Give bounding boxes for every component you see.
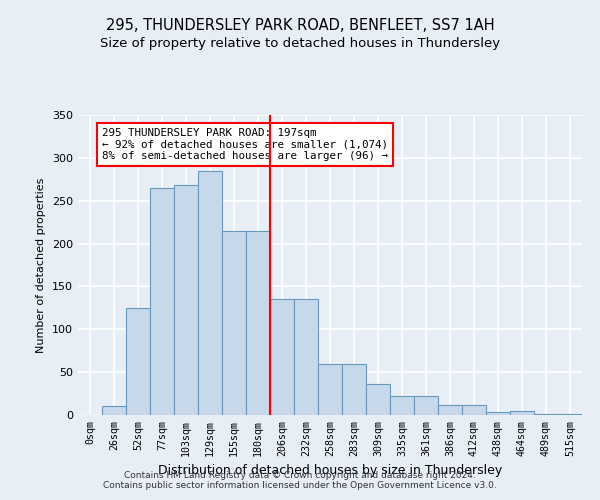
Bar <box>294 300 318 415</box>
Bar <box>438 404 462 415</box>
Bar <box>102 406 126 415</box>
Bar <box>486 412 510 415</box>
Bar <box>534 414 558 415</box>
Bar <box>198 170 222 415</box>
Bar <box>150 188 174 415</box>
Bar <box>174 186 198 415</box>
X-axis label: Distribution of detached houses by size in Thundersley: Distribution of detached houses by size … <box>158 464 502 477</box>
Text: 295 THUNDERSLEY PARK ROAD: 197sqm
← 92% of detached houses are smaller (1,074)
8: 295 THUNDERSLEY PARK ROAD: 197sqm ← 92% … <box>102 128 388 161</box>
Bar <box>390 396 414 415</box>
Bar <box>222 230 246 415</box>
Text: 295, THUNDERSLEY PARK ROAD, BENFLEET, SS7 1AH: 295, THUNDERSLEY PARK ROAD, BENFLEET, SS… <box>106 18 494 32</box>
Bar <box>318 364 342 415</box>
Text: Size of property relative to detached houses in Thundersley: Size of property relative to detached ho… <box>100 38 500 51</box>
Bar <box>246 230 270 415</box>
Bar <box>366 384 390 415</box>
Bar <box>414 396 438 415</box>
Bar <box>510 410 534 415</box>
Y-axis label: Number of detached properties: Number of detached properties <box>37 178 46 352</box>
Bar <box>342 364 366 415</box>
Bar <box>558 414 582 415</box>
Bar <box>270 300 294 415</box>
Text: Contains HM Land Registry data © Crown copyright and database right 2024.
Contai: Contains HM Land Registry data © Crown c… <box>103 470 497 490</box>
Bar <box>126 308 150 415</box>
Bar <box>462 404 486 415</box>
